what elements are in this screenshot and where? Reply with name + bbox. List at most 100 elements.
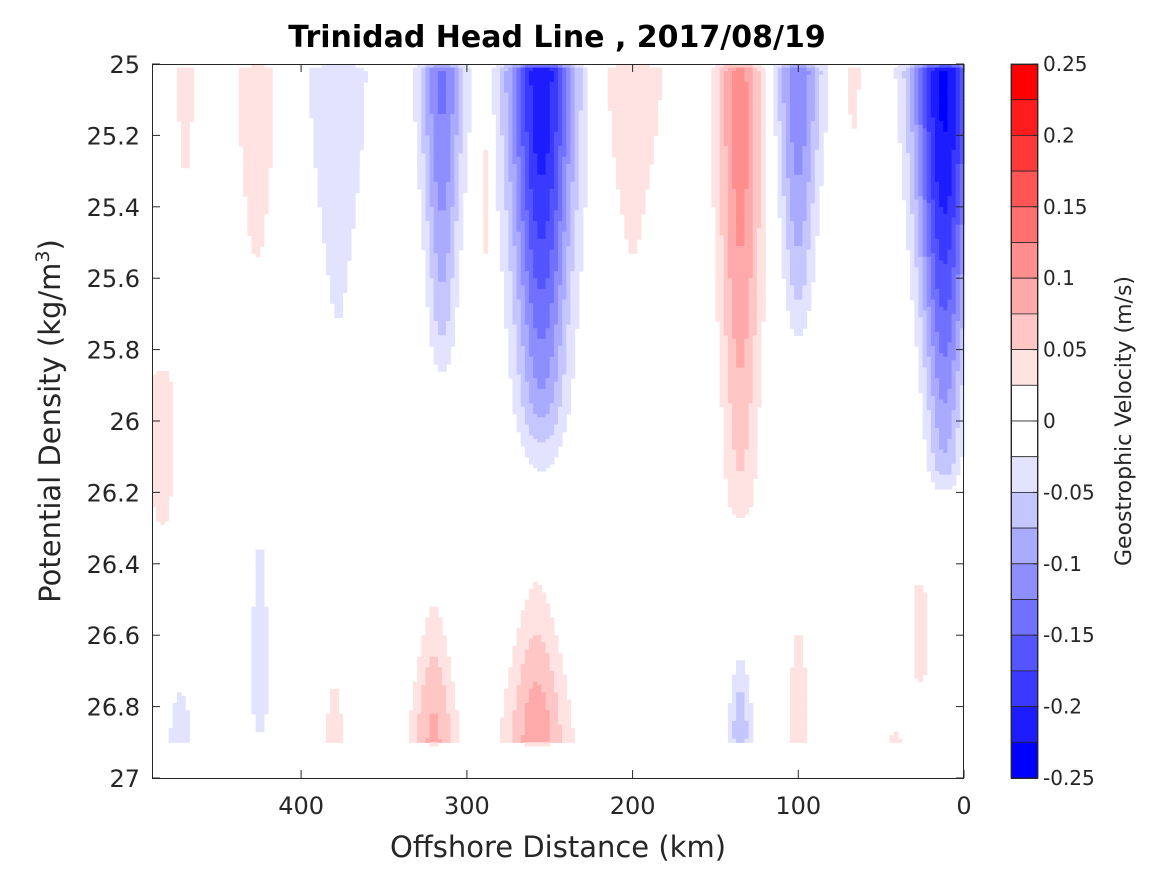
contour-cell bbox=[520, 681, 534, 686]
contour-cell bbox=[512, 271, 518, 276]
contour-cell bbox=[529, 238, 555, 244]
contour-cell bbox=[736, 713, 745, 718]
contour-cell bbox=[723, 117, 733, 122]
contour-cell bbox=[512, 296, 518, 301]
contour-cell bbox=[727, 224, 737, 229]
contour-cell bbox=[814, 78, 820, 83]
contour-cell bbox=[781, 96, 791, 101]
contour-cell bbox=[458, 192, 464, 197]
contour-cell bbox=[959, 421, 965, 426]
contour-cell bbox=[727, 199, 737, 204]
contour-cell bbox=[959, 360, 965, 365]
contour-cell bbox=[926, 110, 932, 115]
contour-cell bbox=[421, 92, 426, 97]
contour-cell bbox=[524, 267, 534, 272]
contour-cell bbox=[819, 117, 828, 122]
contour-cell bbox=[421, 210, 426, 215]
contour-cell bbox=[566, 253, 576, 258]
contour-cell bbox=[495, 167, 505, 172]
contour-cell bbox=[918, 153, 924, 158]
contour-cell bbox=[553, 678, 567, 683]
contour-cell bbox=[715, 228, 721, 233]
contour-cell bbox=[516, 149, 526, 154]
contour-cell bbox=[553, 174, 559, 179]
contour-cell bbox=[417, 728, 431, 733]
contour-cell bbox=[549, 96, 559, 101]
contour-cell bbox=[330, 688, 339, 693]
contour-cell bbox=[781, 263, 791, 269]
contour-cell bbox=[744, 221, 754, 226]
contour-cell bbox=[574, 71, 584, 76]
contour-cell bbox=[922, 263, 928, 269]
contour-cell bbox=[806, 271, 816, 276]
contour-cell bbox=[930, 474, 957, 479]
contour-cell bbox=[553, 74, 559, 79]
contour-cell bbox=[901, 149, 907, 154]
contour-cell bbox=[930, 174, 936, 179]
contour-cell bbox=[558, 317, 563, 322]
contour-cell bbox=[922, 231, 928, 236]
contour-cell bbox=[309, 110, 364, 115]
contour-cell bbox=[926, 381, 932, 386]
contour-cell bbox=[918, 128, 924, 133]
contour-cell bbox=[727, 335, 733, 340]
contour-cell bbox=[781, 160, 787, 165]
contour-cell bbox=[529, 688, 542, 693]
contour-cell bbox=[176, 117, 195, 122]
contour-cell bbox=[429, 228, 435, 233]
contour-cell bbox=[152, 453, 174, 458]
contour-cell bbox=[524, 81, 530, 87]
contour-cell bbox=[512, 135, 518, 140]
contour-cell bbox=[508, 174, 518, 179]
contour-cell bbox=[529, 460, 555, 465]
contour-cell bbox=[939, 342, 948, 347]
contour-cell bbox=[761, 142, 766, 147]
contour-cell bbox=[790, 217, 808, 222]
contour-cell bbox=[777, 192, 783, 197]
contour-cell bbox=[748, 281, 758, 286]
contour-cell bbox=[516, 110, 522, 115]
contour-cell bbox=[562, 213, 567, 219]
contour-cell bbox=[719, 363, 729, 369]
contour-cell bbox=[562, 310, 571, 315]
contour-cell bbox=[417, 731, 431, 736]
contour-cell bbox=[446, 324, 455, 329]
contour-cell bbox=[512, 203, 518, 208]
contour-cell bbox=[806, 92, 816, 97]
contour-cell bbox=[955, 356, 961, 361]
contour-cell bbox=[421, 235, 431, 240]
contour-cell bbox=[504, 281, 513, 286]
contour-cell bbox=[930, 139, 936, 144]
contour-cell bbox=[566, 96, 571, 101]
contour-cell bbox=[433, 160, 451, 165]
contour-cell bbox=[562, 331, 567, 336]
contour-cell bbox=[504, 89, 513, 94]
colorbar-swatch bbox=[1010, 491, 1039, 529]
contour-cell bbox=[951, 328, 957, 333]
contour-cell bbox=[930, 164, 936, 169]
contour-cell bbox=[926, 335, 932, 340]
contour-cell bbox=[918, 106, 924, 111]
contour-cell bbox=[951, 385, 957, 390]
contour-cell bbox=[558, 235, 563, 240]
contour-cell bbox=[520, 378, 526, 383]
contour-cell bbox=[748, 139, 754, 144]
contour-cell bbox=[785, 164, 795, 169]
contour-cell bbox=[959, 103, 965, 108]
contour-cell bbox=[251, 642, 269, 647]
contour-cell bbox=[781, 256, 791, 261]
contour-cell bbox=[421, 653, 447, 658]
contour-cell bbox=[930, 392, 940, 397]
contour-cell bbox=[152, 485, 174, 490]
contour-cell bbox=[781, 228, 787, 233]
contour-cell bbox=[736, 667, 745, 672]
contour-cell bbox=[955, 288, 961, 294]
contour-cell bbox=[578, 181, 588, 186]
contour-cell bbox=[727, 378, 754, 383]
contour-cell bbox=[425, 210, 435, 215]
contour-cell bbox=[922, 292, 928, 297]
contour-cell bbox=[558, 103, 563, 108]
contour-cell bbox=[313, 124, 364, 129]
contour-cell bbox=[524, 110, 534, 115]
contour-cell bbox=[454, 231, 464, 236]
